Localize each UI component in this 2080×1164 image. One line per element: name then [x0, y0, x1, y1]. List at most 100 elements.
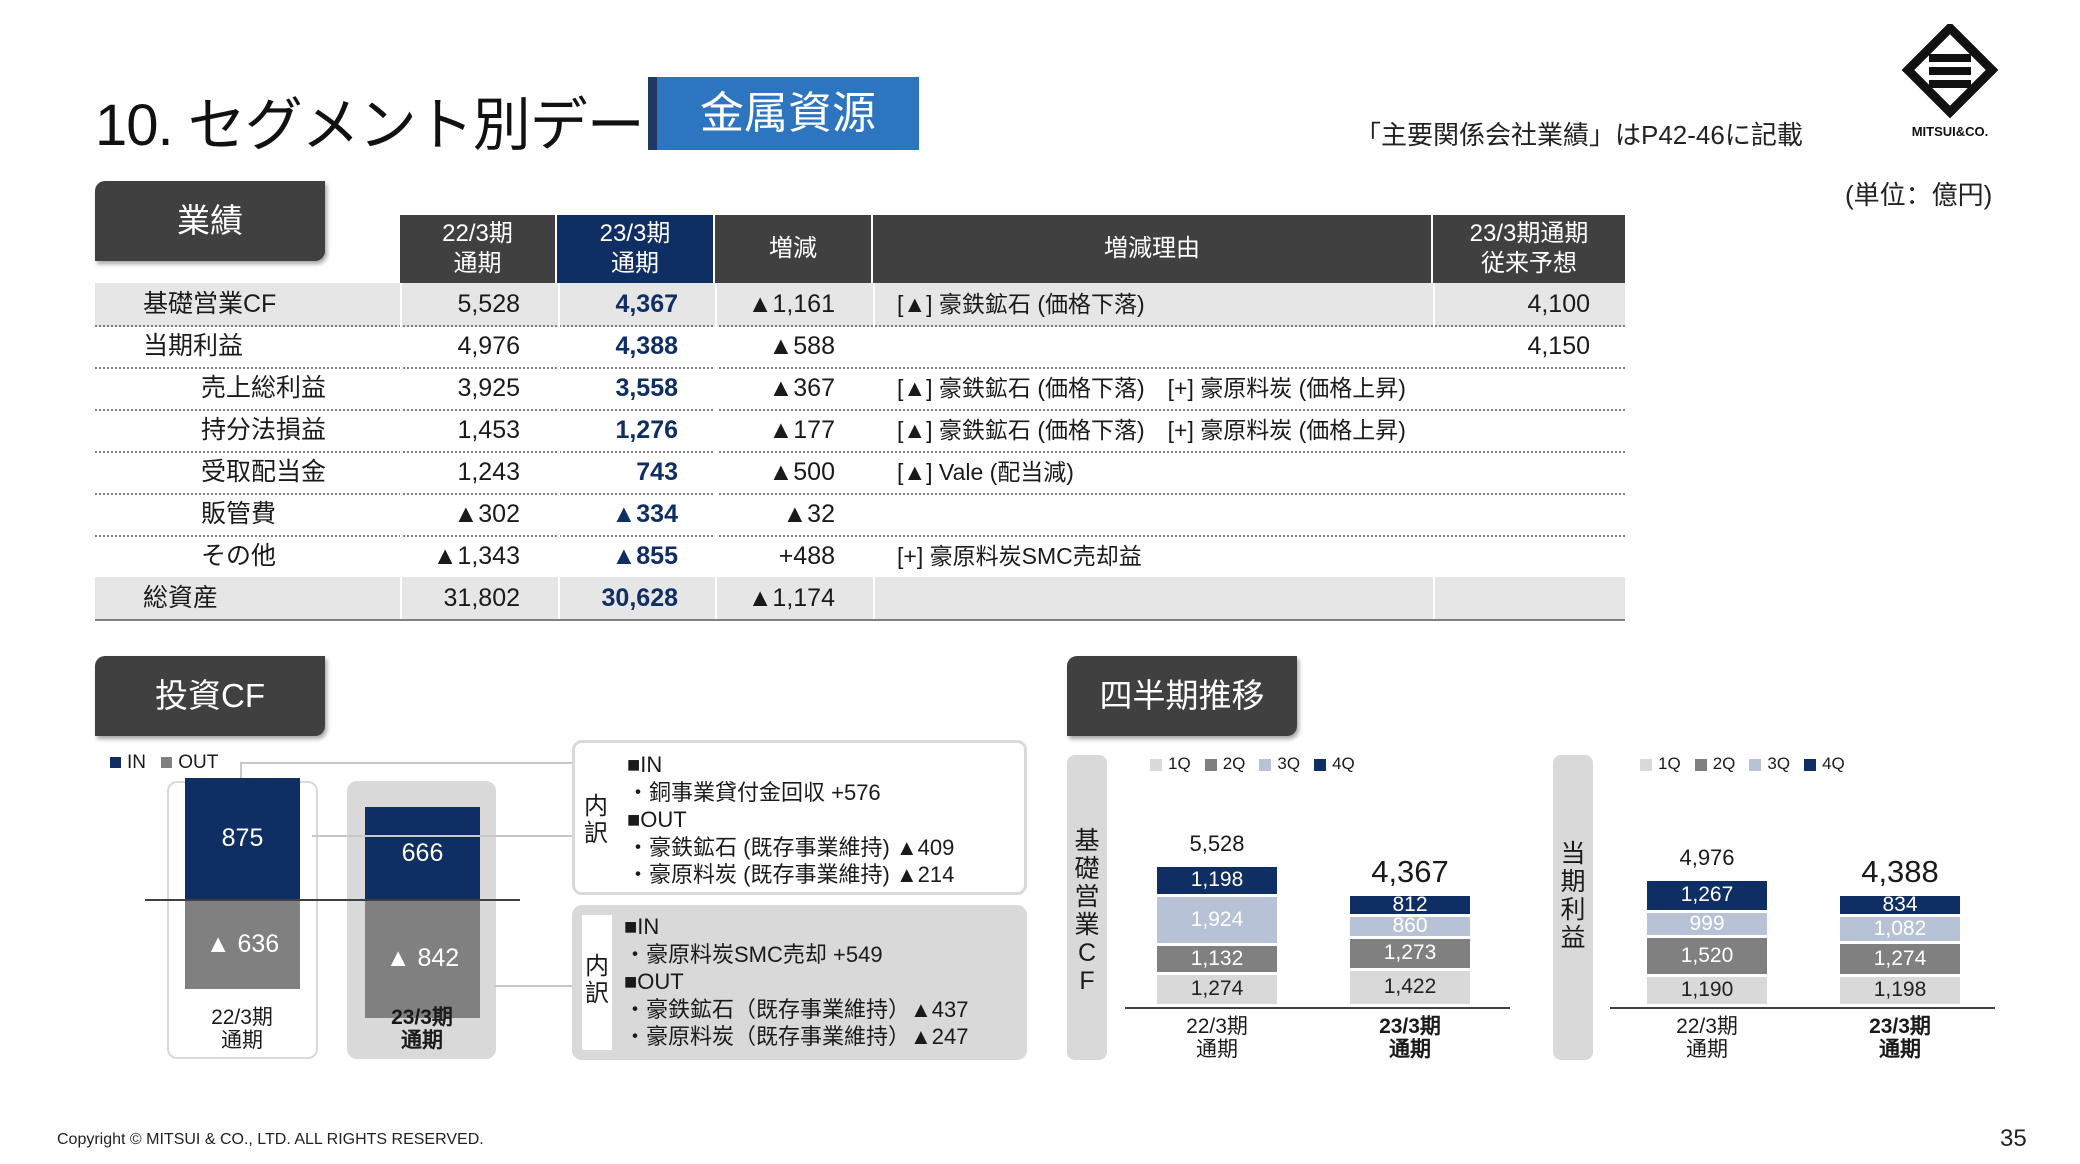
bar-segment-4q: 1,267: [1647, 880, 1767, 910]
table-row: 当期利益 4,976 4,388 ▲588 4,150: [95, 325, 1625, 369]
prev-period-label: 22/3期 通期: [211, 1006, 273, 1052]
row-label: 受取配当金: [201, 458, 327, 486]
breakdown-line: ■IN: [627, 752, 663, 777]
column-divider: [873, 283, 875, 325]
breakdown-line: ■OUT: [627, 807, 687, 832]
bar-period-label: 23/3期 通期: [1379, 1015, 1441, 1061]
column-divider: [400, 535, 402, 577]
table-row: 売上総利益 3,925 3,558 ▲367 [▲] 豪鉄鉱石 (価格下落) [+] 豪…: [95, 367, 1625, 411]
bar-segment-3q: 1,924: [1157, 897, 1277, 943]
breakdown-line: ■OUT: [624, 969, 684, 994]
breakdown-line: ・豪原料炭SMC売却 +549: [624, 941, 883, 967]
prev-value: 1,453: [457, 416, 520, 444]
cur-breakdown-connector: [494, 985, 572, 987]
table-row: その他 ▲1,343 ▲855 +488 [+] 豪原料炭SMC売却益: [95, 535, 1625, 579]
column-divider: [873, 325, 875, 367]
bar-segment-1q: 1,190: [1647, 976, 1767, 1004]
legend-swatch-4q: [1314, 758, 1327, 771]
row-label: 基礎営業CF: [143, 290, 277, 318]
prev-value: 4,976: [457, 332, 520, 360]
prev-value: 31,802: [443, 584, 520, 612]
forecast-value: [1525, 367, 1590, 409]
investment-section-label: 投資CF: [95, 656, 325, 736]
prev-breakdown-connector: [312, 835, 572, 837]
legend-swatch-3q: [1749, 758, 1762, 771]
company-logo: MITSUI&CO.: [1895, 21, 2005, 142]
cur-value: 4,367: [615, 290, 678, 318]
column-divider: [873, 577, 875, 619]
cur-breakdown-list: ■IN ・豪原料炭SMC売却 +549 ■OUT ・豪鉄鉱石（既存事業維持）▲437 ・…: [624, 913, 968, 1051]
out-bar: ▲ 842: [365, 900, 480, 1018]
bar-segment-2q: 1,132: [1157, 945, 1277, 972]
cur-breakdown-box: 内 訳 ■IN ・豪原料炭SMC売却 +549 ■OUT ・豪鉄鉱石（既存事業維持）▲…: [572, 905, 1027, 1060]
column-divider: [1433, 409, 1435, 451]
column-divider: [558, 325, 560, 367]
prev-breakdown-tag: 内 訳: [584, 793, 608, 847]
column-divider: [873, 367, 875, 409]
legend-label-1q: 1Q: [1168, 754, 1191, 773]
column-divider: [558, 367, 560, 409]
out-legend-swatch: [161, 757, 173, 769]
breakdown-line: ・銅事業貸付金回収 +576: [627, 779, 881, 805]
change-reason: [▲] 豪鉄鉱石 (価格下落) [+] 豪原料炭 (価格上昇): [897, 417, 1406, 443]
change-reason: [+] 豪原料炭SMC売却益: [897, 543, 1142, 569]
out-legend-label: OUT: [178, 752, 219, 773]
diff-value: ▲588: [768, 332, 835, 360]
legend-swatch-2q: [1204, 758, 1217, 771]
table-row: 販管費 ▲302 ▲334 ▲32: [95, 493, 1625, 537]
bar-segment-2q: 1,274: [1840, 944, 1960, 974]
row-label: 総資産: [143, 584, 219, 612]
column-divider: [873, 451, 875, 493]
column-divider: [558, 283, 560, 325]
legend-label-2q: 2Q: [1712, 754, 1736, 773]
row-label: その他: [201, 542, 277, 570]
legend-swatch-2q: [1694, 758, 1707, 771]
cur-value: 1,276: [615, 416, 678, 444]
diff-value: ▲1,174: [747, 584, 835, 612]
bar-period-label: 23/3期 通期: [1869, 1015, 1931, 1061]
col-header-prev: 22/3期 通期: [400, 215, 557, 283]
table-row: 基礎営業CF 5,528 4,367 ▲1,161 [▲] 豪鉄鉱石 (価格下落) 4,1…: [95, 283, 1625, 327]
forecast-value: 4,150: [1527, 332, 1590, 360]
page-title: 10. セグメント別データ: [95, 93, 702, 158]
column-divider: [1433, 325, 1435, 367]
column-divider: [558, 451, 560, 493]
chart-side-tab: 当 期 利 益: [1553, 755, 1593, 1060]
prev-breakdown-list: ■IN ・銅事業貸付金回収 +576 ■OUT ・豪鉄鉱石 (既存事業維持) ▲409…: [627, 751, 954, 889]
bar-segment-2q: 1,273: [1350, 938, 1470, 968]
legend-connector-drop: [240, 762, 242, 782]
in-bar: 875: [185, 777, 300, 900]
column-divider: [558, 535, 560, 577]
column-divider: [558, 409, 560, 451]
legend-swatch-4q: [1804, 758, 1817, 771]
bar-segment-3q: 860: [1350, 914, 1470, 937]
unit-label: (単位：億円): [1845, 180, 1993, 210]
bar-segment-3q: 1,082: [1840, 916, 1960, 942]
column-divider: [400, 283, 402, 325]
reference-note: 「主要関係会社業績」はP42-46に記載: [1355, 120, 1803, 150]
diff-value: ▲177: [768, 416, 835, 444]
breakdown-line: ・豪原料炭 (既存事業維持) ▲214: [627, 862, 955, 887]
column-divider: [1433, 283, 1435, 325]
column-divider: [400, 451, 402, 493]
table-row: 持分法損益 1,453 1,276 ▲177 [▲] 豪鉄鉱石 (価格下落) [+] 豪…: [95, 409, 1625, 453]
bar-segment-4q: 812: [1350, 893, 1470, 916]
column-divider: [873, 409, 875, 451]
column-divider: [1433, 367, 1435, 409]
bar-period-label: 22/3期 通期: [1676, 1015, 1738, 1061]
change-reason: [▲] 豪鉄鉱石 (価格下落) [+] 豪原料炭 (価格上昇): [897, 375, 1406, 401]
chart-baseline: [1610, 1007, 1995, 1009]
bar-total: 4,367: [1371, 854, 1449, 890]
legend-label-1q: 1Q: [1658, 754, 1681, 773]
diff-value: ▲367: [768, 374, 835, 402]
diff-value: +488: [778, 542, 835, 570]
forecast-value: [1525, 493, 1590, 535]
in-legend-label: IN: [127, 752, 146, 773]
change-reason: [▲] 豪鉄鉱石 (価格下落): [897, 291, 1145, 317]
diff-value: ▲32: [782, 500, 835, 528]
prev-value: ▲302: [453, 500, 520, 528]
chart-side-label: 基 礎 営 業 C F: [1074, 827, 1100, 995]
column-divider: [400, 577, 402, 619]
table-row: 総資産 31,802 30,628 ▲1,174: [95, 577, 1625, 621]
column-divider: [715, 451, 717, 493]
